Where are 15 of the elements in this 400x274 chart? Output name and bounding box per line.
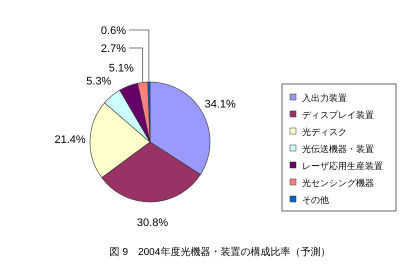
legend-label: 光センシング機器 (302, 178, 374, 188)
legend-label: ディスプレイ装置 (302, 110, 374, 120)
legend-label: 入出力装置 (302, 93, 347, 103)
data-label: 0.6% (100, 25, 126, 37)
legend-label: 光伝送機器・装置 (302, 144, 374, 154)
data-label: 21.4% (54, 134, 86, 146)
legend-label: その他 (302, 195, 329, 205)
data-label: 34.1% (204, 98, 236, 111)
text: 図 9 2004年度光機器・装置の構成比率（予測） (110, 246, 330, 258)
legend-label: レーザ応用生産装置 (302, 161, 383, 171)
data-label: 5.3% (86, 76, 112, 88)
data-label: 5.1% (108, 62, 134, 74)
data-label: 30.8% (136, 216, 168, 229)
legend-label: 光ディスク (302, 127, 347, 137)
data-label: 2.7% (100, 43, 126, 55)
